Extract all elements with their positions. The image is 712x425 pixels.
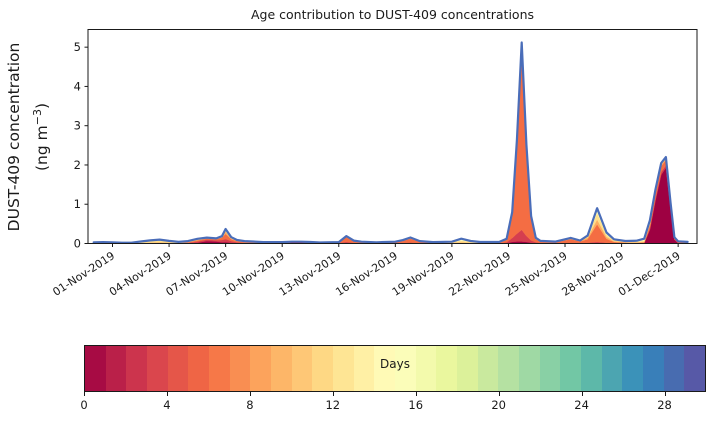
plot-area: 01234501-Nov-201904-Nov-201907-Nov-20191… [50, 29, 698, 299]
colorbar-bin [684, 346, 706, 391]
x-tick-label: 13-Nov-2019 [277, 249, 344, 299]
colorbar-tick-label: 8 [246, 398, 254, 412]
colorbar-bin [188, 346, 210, 391]
colorbar-tick [498, 392, 500, 396]
colorbar-tick-label: 20 [491, 398, 506, 412]
colorbar-bin [374, 346, 396, 391]
colorbar-tick [84, 392, 85, 396]
colorbar-bin [312, 346, 334, 391]
colorbar-tick-label: 4 [163, 398, 171, 412]
colorbar-bin [581, 346, 602, 391]
colorbar-tick-label: 28 [657, 398, 672, 412]
x-tick-label: 25-Nov-2019 [503, 249, 570, 299]
colorbar-bin [333, 346, 354, 391]
colorbar-bin [622, 346, 644, 391]
colorbar-bin [477, 346, 499, 391]
colorbar-tick [581, 392, 583, 396]
y-tick-label: 1 [74, 197, 81, 211]
colorbar-tick-label: 24 [574, 398, 589, 412]
colorbar-bin [601, 346, 623, 391]
colorbar-tick [664, 392, 666, 396]
axes-spines [87, 29, 698, 244]
chart-title: Age contribution to DUST-409 concentrati… [250, 7, 535, 22]
colorbar-bin [250, 346, 272, 391]
colorbar-tick-label: 16 [408, 398, 424, 412]
x-tick-label: 19-Nov-2019 [390, 249, 457, 299]
colorbar-bin [560, 346, 582, 391]
colorbar-bin [498, 346, 520, 391]
colorbar-tick [166, 392, 168, 396]
colorbar-bin [519, 346, 540, 391]
colorbar-bin [539, 346, 561, 391]
y-tick-label: 5 [74, 40, 81, 54]
x-tick-label: 10-Nov-2019 [220, 249, 287, 299]
x-tick-label: 01-Dec-2019 [616, 249, 683, 299]
colorbar-bin [271, 346, 292, 391]
y-tick-label: 4 [74, 79, 81, 93]
colorbar-bin [209, 346, 230, 391]
x-tick-label: 28-Nov-2019 [559, 249, 626, 299]
colorbar-bin [85, 346, 106, 391]
colorbar-bin [663, 346, 685, 391]
x-tick-label: 04-Nov-2019 [107, 249, 174, 299]
colorbar-tick-label: 0 [80, 398, 88, 412]
colorbar-bin [167, 346, 189, 391]
colorbar-bin [415, 346, 437, 391]
colorbar-tick [332, 392, 334, 396]
y-tick-label: 0 [74, 237, 81, 251]
colorbar-bin [229, 346, 251, 391]
colorbar-bin [436, 346, 458, 391]
colorbar-bin [643, 346, 664, 391]
colorbar-tick [415, 392, 417, 396]
colorbar-bin [395, 346, 416, 391]
colorbar-bin [291, 346, 313, 391]
total-concentration-line [92, 41, 689, 244]
colorbar-bin [105, 346, 127, 391]
y-tick-label: 3 [74, 119, 81, 133]
x-tick-label: 07-Nov-2019 [164, 249, 231, 299]
colorbar [84, 345, 706, 392]
x-tick-label: 01-Nov-2019 [50, 249, 117, 299]
colorbar-tick-label: 12 [325, 398, 341, 412]
colorbar-bin [126, 346, 148, 391]
colorbar-bin [353, 346, 375, 391]
y-tick-label: 2 [74, 158, 81, 172]
colorbar-bin [457, 346, 478, 391]
x-tick-label: 16-Nov-2019 [333, 249, 400, 299]
x-tick-label: 22-Nov-2019 [446, 249, 513, 299]
colorbar-tick [249, 392, 251, 396]
colorbar-bin [147, 346, 168, 391]
